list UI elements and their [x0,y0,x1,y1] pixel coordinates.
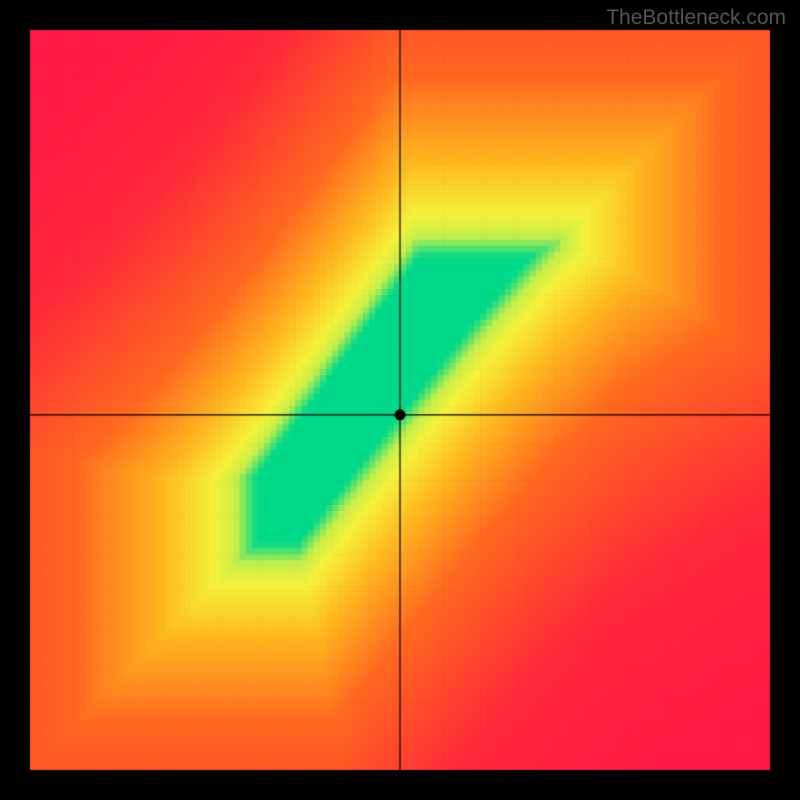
watermark-text: TheBottleneck.com [606,6,786,30]
bottleneck-heatmap-canvas [0,0,800,800]
chart-container: TheBottleneck.com [0,0,800,800]
